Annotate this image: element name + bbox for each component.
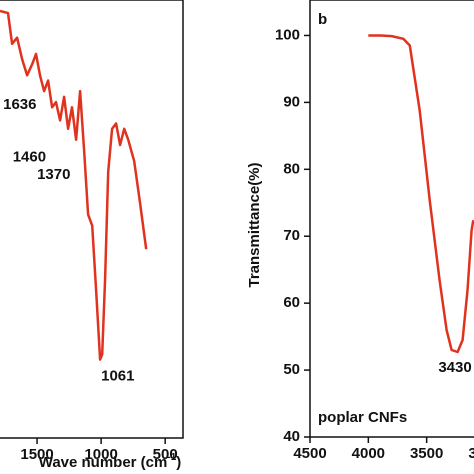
annotation: 1370: [37, 166, 70, 183]
annotation: 3430: [438, 359, 471, 376]
plot-frame: [309, 0, 474, 438]
x-tick-label: 1500: [20, 446, 53, 463]
line-series: [368, 34, 474, 354]
y-tick-label: 60: [283, 294, 300, 311]
y-tick-label: 70: [283, 227, 300, 244]
panel-label: b: [318, 11, 327, 28]
plot-frame: [0, 0, 184, 439]
annotation: 1636: [3, 96, 36, 113]
line-series: [0, 9, 148, 361]
annotation: 1061: [101, 368, 134, 385]
x-label-sup: -1: [167, 452, 176, 463]
y-tick-label: 100: [275, 26, 300, 43]
x-label-text: Wave number (cm: [39, 454, 168, 471]
plot-area: [0, 9, 148, 361]
plot-area: [368, 34, 474, 354]
x-tick-label: 4500: [293, 445, 326, 462]
y-tick-label: 50: [283, 361, 300, 378]
legend-label: poplar CNFs: [318, 409, 407, 426]
y-axis-label: Transmittance(%): [246, 162, 263, 287]
x-axis-label: Wave number (cm-1): [39, 452, 182, 471]
x-label-end: ): [176, 454, 181, 471]
y-tick-label: 80: [283, 160, 300, 177]
x-tick-label: 4000: [352, 445, 385, 462]
y-tick-label: 40: [283, 428, 300, 445]
x-tick-label: 500: [153, 446, 178, 463]
y-tick-label: 90: [283, 93, 300, 110]
annotation: 1460: [13, 149, 46, 166]
x-tick-label: 3500: [410, 445, 443, 462]
x-tick-label: 1000: [84, 446, 117, 463]
x-tick-label: 3000: [468, 445, 474, 462]
